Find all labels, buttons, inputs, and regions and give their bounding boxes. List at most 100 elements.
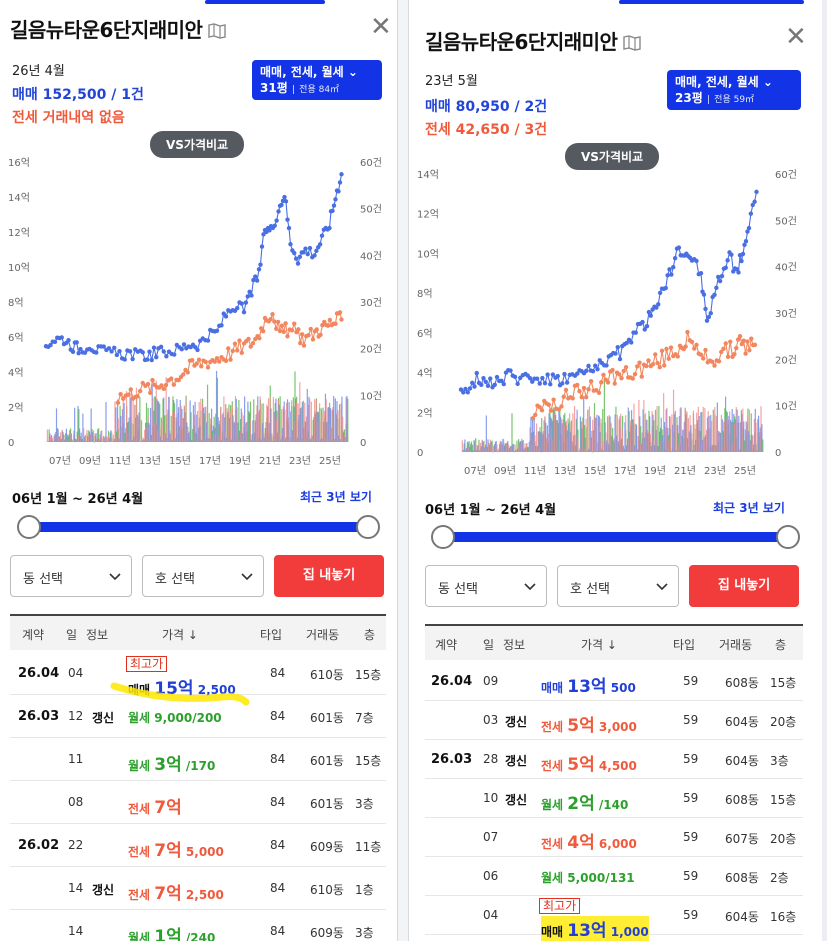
volume-bar — [489, 445, 491, 452]
cell-day: 22 — [68, 838, 84, 852]
volume-bar — [687, 438, 689, 452]
date-range-slider[interactable] — [443, 532, 789, 542]
cell-price: 매매 13억 500 — [541, 672, 636, 697]
table-row[interactable]: 06 월세 5,000/131 59 608동 2층 — [425, 857, 803, 896]
volume-bar — [527, 447, 530, 452]
volume-bar — [559, 440, 561, 452]
date-range-slider[interactable] — [28, 522, 368, 532]
data-point — [257, 336, 262, 341]
ho-select[interactable]: 호 선택 — [142, 555, 264, 597]
volume-bar — [670, 451, 672, 452]
table-row[interactable]: 26.02 22 전세 7억 5,000 84 609동 11층 — [10, 824, 386, 867]
latest-month: 26년 4월 — [12, 64, 65, 79]
amount-minor: /140 — [594, 798, 629, 812]
volume-bar — [635, 424, 638, 452]
data-point — [708, 311, 713, 316]
data-point — [577, 389, 582, 394]
volume-bar — [521, 438, 523, 452]
volume-bar — [173, 411, 175, 442]
volume-bar — [723, 421, 725, 452]
list-house-button[interactable]: 집 내놓기 — [274, 555, 384, 597]
data-point — [268, 317, 273, 322]
cell-price: 월세 2억 /140 — [541, 789, 628, 814]
data-point — [575, 382, 580, 388]
cell-dong: 610동 — [310, 668, 344, 682]
volume-bar — [551, 420, 553, 452]
volume-bar — [314, 414, 317, 442]
volume-bar — [233, 421, 235, 442]
volume-bar — [267, 406, 269, 442]
cell-type: 84 — [270, 709, 286, 723]
volume-bar — [334, 398, 336, 442]
table-row[interactable]: 03 갱신 전세 5억 3,000 59 604동 20층 — [425, 701, 803, 740]
data-point — [736, 270, 741, 275]
table-row[interactable]: 26.03 12 갱신 월세 9,000/200 84 601동 7층 — [10, 695, 386, 738]
data-point — [163, 382, 169, 388]
volume-bar — [111, 431, 113, 442]
vs-compare-button[interactable]: VS가격비교 — [150, 131, 245, 158]
table-row[interactable]: 10 갱신 월세 2억 /140 59 608동 15층 — [425, 779, 803, 818]
cell-type: 59 — [683, 869, 699, 883]
volume-bar — [146, 422, 148, 442]
volume-bar — [213, 433, 215, 442]
col-price[interactable]: 가격 ↓ — [162, 628, 198, 642]
close-icon[interactable]: ✕ — [370, 12, 392, 42]
dong-select[interactable]: 동 선택 — [10, 555, 132, 597]
volume-bar — [88, 435, 90, 442]
volume-bar — [572, 413, 574, 452]
volume-bar — [79, 437, 81, 442]
close-icon[interactable]: ✕ — [785, 22, 807, 52]
cell-floor: 15층 — [355, 668, 382, 682]
slider-start-handle[interactable] — [431, 525, 455, 549]
volume-bar — [663, 421, 666, 452]
table-row[interactable]: 04 매매 13억 1,000 최고가 59 604동 16층 — [425, 896, 803, 941]
data-point — [663, 285, 668, 291]
table-row[interactable]: 26.04 04 매매 15억 2,500 최고가 84 610동 15층 — [10, 652, 386, 699]
map-book-icon[interactable] — [208, 20, 227, 44]
volume-bar — [750, 413, 752, 452]
data-point — [717, 278, 723, 284]
volume-bar — [729, 419, 732, 452]
data-point — [646, 309, 652, 315]
volume-bar — [333, 395, 335, 442]
y-right-tick: 10건 — [360, 390, 382, 402]
recent-3-years-link[interactable]: 최근 3년 보기 — [300, 490, 372, 504]
volume-bar — [604, 422, 606, 452]
data-point — [74, 340, 79, 345]
volume-bar — [597, 415, 600, 452]
volume-bar — [550, 427, 553, 452]
ho-select[interactable]: 호 선택 — [557, 565, 679, 607]
recent-3-years-link[interactable]: 최근 3년 보기 — [713, 501, 785, 515]
table-row[interactable]: 14 갱신 전세 7억 2,500 84 610동 1층 — [10, 867, 386, 910]
table-row[interactable]: 07 전세 4억 6,000 59 607동 20층 — [425, 818, 803, 857]
table-row[interactable]: 11 월세 3억 /170 84 601동 15층 — [10, 738, 386, 781]
deal-type-filter[interactable]: 매매, 전세, 월세 ⌄ 23평 | 전용 59㎡ — [667, 70, 801, 111]
deal-type-filter[interactable]: 매매, 전세, 월세 ⌄ 31평 | 전용 84㎡ — [252, 60, 382, 101]
volume-bar — [532, 437, 534, 452]
volume-bar — [278, 404, 280, 442]
slider-start-handle[interactable] — [17, 515, 41, 539]
volume-bar — [592, 419, 594, 452]
volume-bar — [648, 410, 650, 452]
table-row[interactable]: 26.03 28 갱신 전세 5억 4,500 59 604동 3층 — [425, 740, 803, 779]
dong-select[interactable]: 동 선택 — [425, 565, 547, 607]
slider-end-handle[interactable] — [356, 515, 380, 539]
data-point — [545, 372, 550, 377]
data-point — [560, 381, 565, 386]
table-row[interactable]: 26.04 09 매매 13억 500 59 608동 15층 — [425, 662, 803, 701]
vs-compare-button[interactable]: VS가격비교 — [565, 143, 660, 170]
volume-bar — [721, 419, 723, 452]
table-row[interactable]: 14 월세 1억 /240 84 609동 3층 — [10, 910, 386, 941]
ho-select-label: 호 선택 — [155, 572, 196, 587]
table-row[interactable]: 08 전세 7억 84 601동 3층 — [10, 781, 386, 824]
volume-bar — [730, 424, 732, 452]
data-point — [128, 387, 133, 392]
volume-bar — [329, 402, 331, 442]
cell-floor: 7층 — [355, 711, 374, 725]
list-house-button[interactable]: 집 내놓기 — [689, 565, 799, 607]
col-price[interactable]: 가격 ↓ — [581, 638, 617, 652]
cell-day: 14 — [68, 881, 84, 895]
slider-end-handle[interactable] — [776, 525, 800, 549]
volume-bar — [616, 414, 619, 452]
map-book-icon[interactable] — [623, 32, 642, 56]
